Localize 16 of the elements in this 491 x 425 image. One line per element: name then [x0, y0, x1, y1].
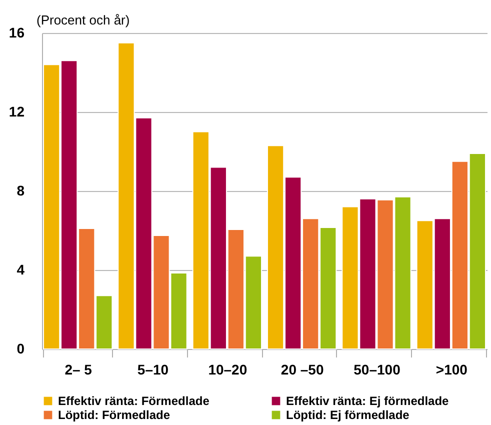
x-tick-label: >100	[436, 362, 468, 378]
x-tick-label: 20 –50	[280, 362, 324, 378]
legend-label: Löptid: Ej förmedlade	[286, 408, 410, 422]
legend-label: Effektiv ränta: Förmedlade	[58, 394, 210, 408]
x-tick-label: 10–20	[208, 362, 248, 378]
y-tick-label: 4	[16, 262, 25, 278]
x-tick-label: 5–10	[137, 362, 169, 378]
x-tick-label: 2– 5	[64, 362, 92, 378]
y-tick-label: 16	[8, 24, 25, 40]
y-tick-label: 12	[8, 104, 25, 120]
x-tick-label: 50–100	[354, 362, 401, 378]
y-tick-label: 0	[16, 340, 25, 356]
y-tick-label: 8	[16, 182, 25, 198]
y-axis-title: (Procent och år)	[36, 12, 130, 28]
legend-label: Effektiv ränta: Ej förmedlade	[286, 394, 450, 408]
legend-label: Löptid: Förmedlade	[58, 408, 170, 422]
